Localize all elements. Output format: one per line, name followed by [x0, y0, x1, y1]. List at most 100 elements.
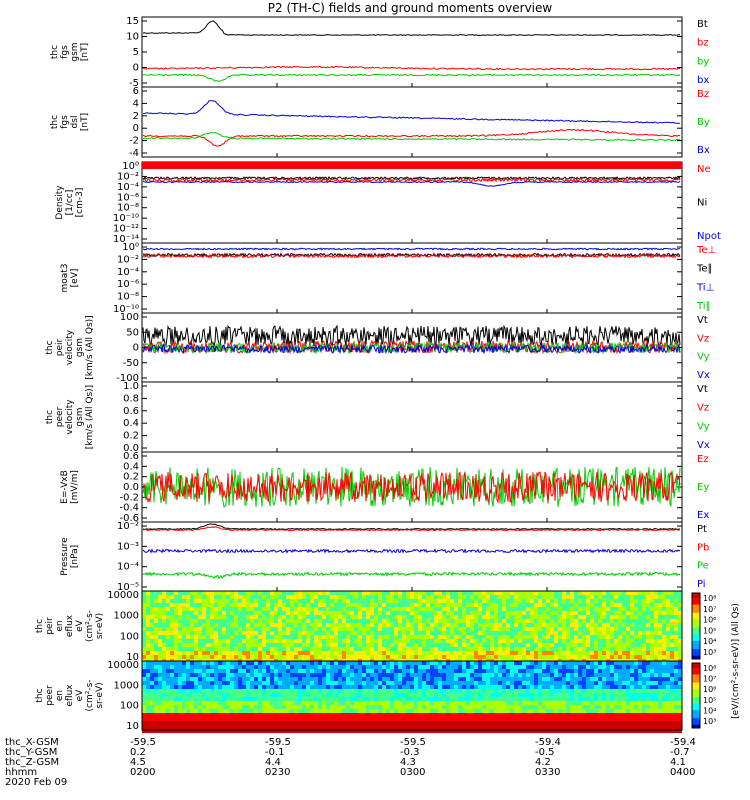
spectrogram-cell	[230, 639, 234, 643]
spectrogram-cell	[430, 677, 434, 681]
spectrogram-cell	[362, 713, 366, 717]
spectrogram-cell	[494, 623, 498, 627]
spectrogram-cell	[618, 655, 622, 659]
spectrogram-cell	[346, 651, 350, 655]
spectrogram-cell	[646, 603, 650, 607]
spectrogram-cell	[166, 635, 170, 639]
spectrogram-cell	[294, 693, 298, 697]
spectrogram-cell	[226, 615, 230, 619]
spectrogram-cell	[222, 709, 226, 713]
spectrogram-cell	[562, 603, 566, 607]
spectrogram-cell	[394, 611, 398, 615]
spectrogram-cell	[574, 655, 578, 659]
spectrogram-cell	[382, 599, 386, 603]
spectrogram-cell	[430, 693, 434, 697]
spectrogram-cell	[634, 639, 638, 643]
spectrogram-cell	[530, 591, 534, 595]
spectrogram-cell	[402, 635, 406, 639]
spectrogram-cell	[482, 623, 486, 627]
spectrogram-cell	[458, 713, 462, 717]
spectrogram-cell	[538, 689, 542, 693]
spectrogram-cell	[534, 725, 538, 729]
spectrogram-cell	[534, 693, 538, 697]
spectrogram-cell	[618, 635, 622, 639]
spectrogram-cell	[370, 635, 374, 639]
spectrogram-cell	[426, 639, 430, 643]
spectrogram-cell	[578, 611, 582, 615]
spectrogram-cell	[654, 607, 658, 611]
spectrogram-cell	[486, 669, 490, 673]
spectrogram-cell	[582, 661, 586, 665]
spectrogram-cell	[582, 729, 586, 733]
spectrogram-cell	[470, 623, 474, 627]
spectrogram-cell	[194, 669, 198, 673]
spectrogram-cell	[238, 729, 242, 733]
spectrogram-cell	[242, 721, 246, 725]
spectrogram-cell	[446, 647, 450, 651]
spectrogram-cell	[646, 595, 650, 599]
spectrogram-cell	[142, 643, 146, 647]
spectrogram-cell	[562, 615, 566, 619]
spectrogram-cell	[542, 669, 546, 673]
spectrogram-cell	[398, 701, 402, 705]
spectrogram-cell	[514, 721, 518, 725]
spectrogram-cell	[398, 591, 402, 595]
spectrogram-cell	[542, 603, 546, 607]
spectrogram-cell	[574, 599, 578, 603]
spectrogram-cell	[470, 685, 474, 689]
spectrogram-cell	[642, 639, 646, 643]
y-axis-label: peer	[45, 685, 55, 706]
spectrogram-cell	[322, 721, 326, 725]
spectrogram-cell	[142, 635, 146, 639]
spectrogram-cell	[330, 639, 334, 643]
spectrogram-cell	[246, 677, 250, 681]
spectrogram-cell	[574, 623, 578, 627]
spectrogram-cell	[190, 685, 194, 689]
spectrogram-cell	[402, 721, 406, 725]
spectrogram-cell	[390, 627, 394, 631]
spectrogram-cell	[378, 665, 382, 669]
spectrogram-cell	[182, 591, 186, 595]
spectrogram-cell	[386, 635, 390, 639]
spectrogram-cell	[674, 643, 678, 647]
spectrogram-cell	[174, 729, 178, 733]
spectrogram-cell	[290, 643, 294, 647]
spectrogram-cell	[602, 591, 606, 595]
spectrogram-cell	[322, 643, 326, 647]
spectrogram-cell	[378, 713, 382, 717]
spectrogram-cell	[162, 709, 166, 713]
spectrogram-cell	[322, 685, 326, 689]
spectrogram-cell	[610, 681, 614, 685]
spectrogram-cell	[282, 615, 286, 619]
spectrogram-cell	[310, 681, 314, 685]
spectrogram-cell	[342, 615, 346, 619]
spectrogram-cell	[186, 685, 190, 689]
spectrogram-cell	[562, 693, 566, 697]
spectrogram-cell	[282, 693, 286, 697]
spectrogram-cell	[354, 725, 358, 729]
spectrogram-cell	[574, 661, 578, 665]
spectrogram-cell	[554, 681, 558, 685]
spectrogram-cell	[622, 721, 626, 725]
spectrogram-cell	[378, 689, 382, 693]
spectrogram-cell	[438, 611, 442, 615]
spectrogram-cell	[214, 599, 218, 603]
spectrogram-cell	[586, 685, 590, 689]
spectrogram-cell	[406, 665, 410, 669]
spectrogram-cell	[378, 643, 382, 647]
spectrogram-cell	[490, 603, 494, 607]
spectrogram-cell	[398, 693, 402, 697]
spectrogram-cell	[574, 607, 578, 611]
spectrogram-cell	[442, 701, 446, 705]
spectrogram-cell	[550, 721, 554, 725]
spectrogram-cell	[566, 689, 570, 693]
series-Ti-perp	[142, 247, 681, 251]
spectrogram-cell	[278, 705, 282, 709]
spectrogram-cell	[186, 713, 190, 717]
y-axis-label: Pressure	[60, 537, 70, 576]
spectrogram-cell	[450, 729, 454, 733]
spectrogram-cell	[290, 713, 294, 717]
spectrogram-cell	[630, 693, 634, 697]
spectrogram-cell	[258, 701, 262, 705]
spectrogram-cell	[290, 725, 294, 729]
